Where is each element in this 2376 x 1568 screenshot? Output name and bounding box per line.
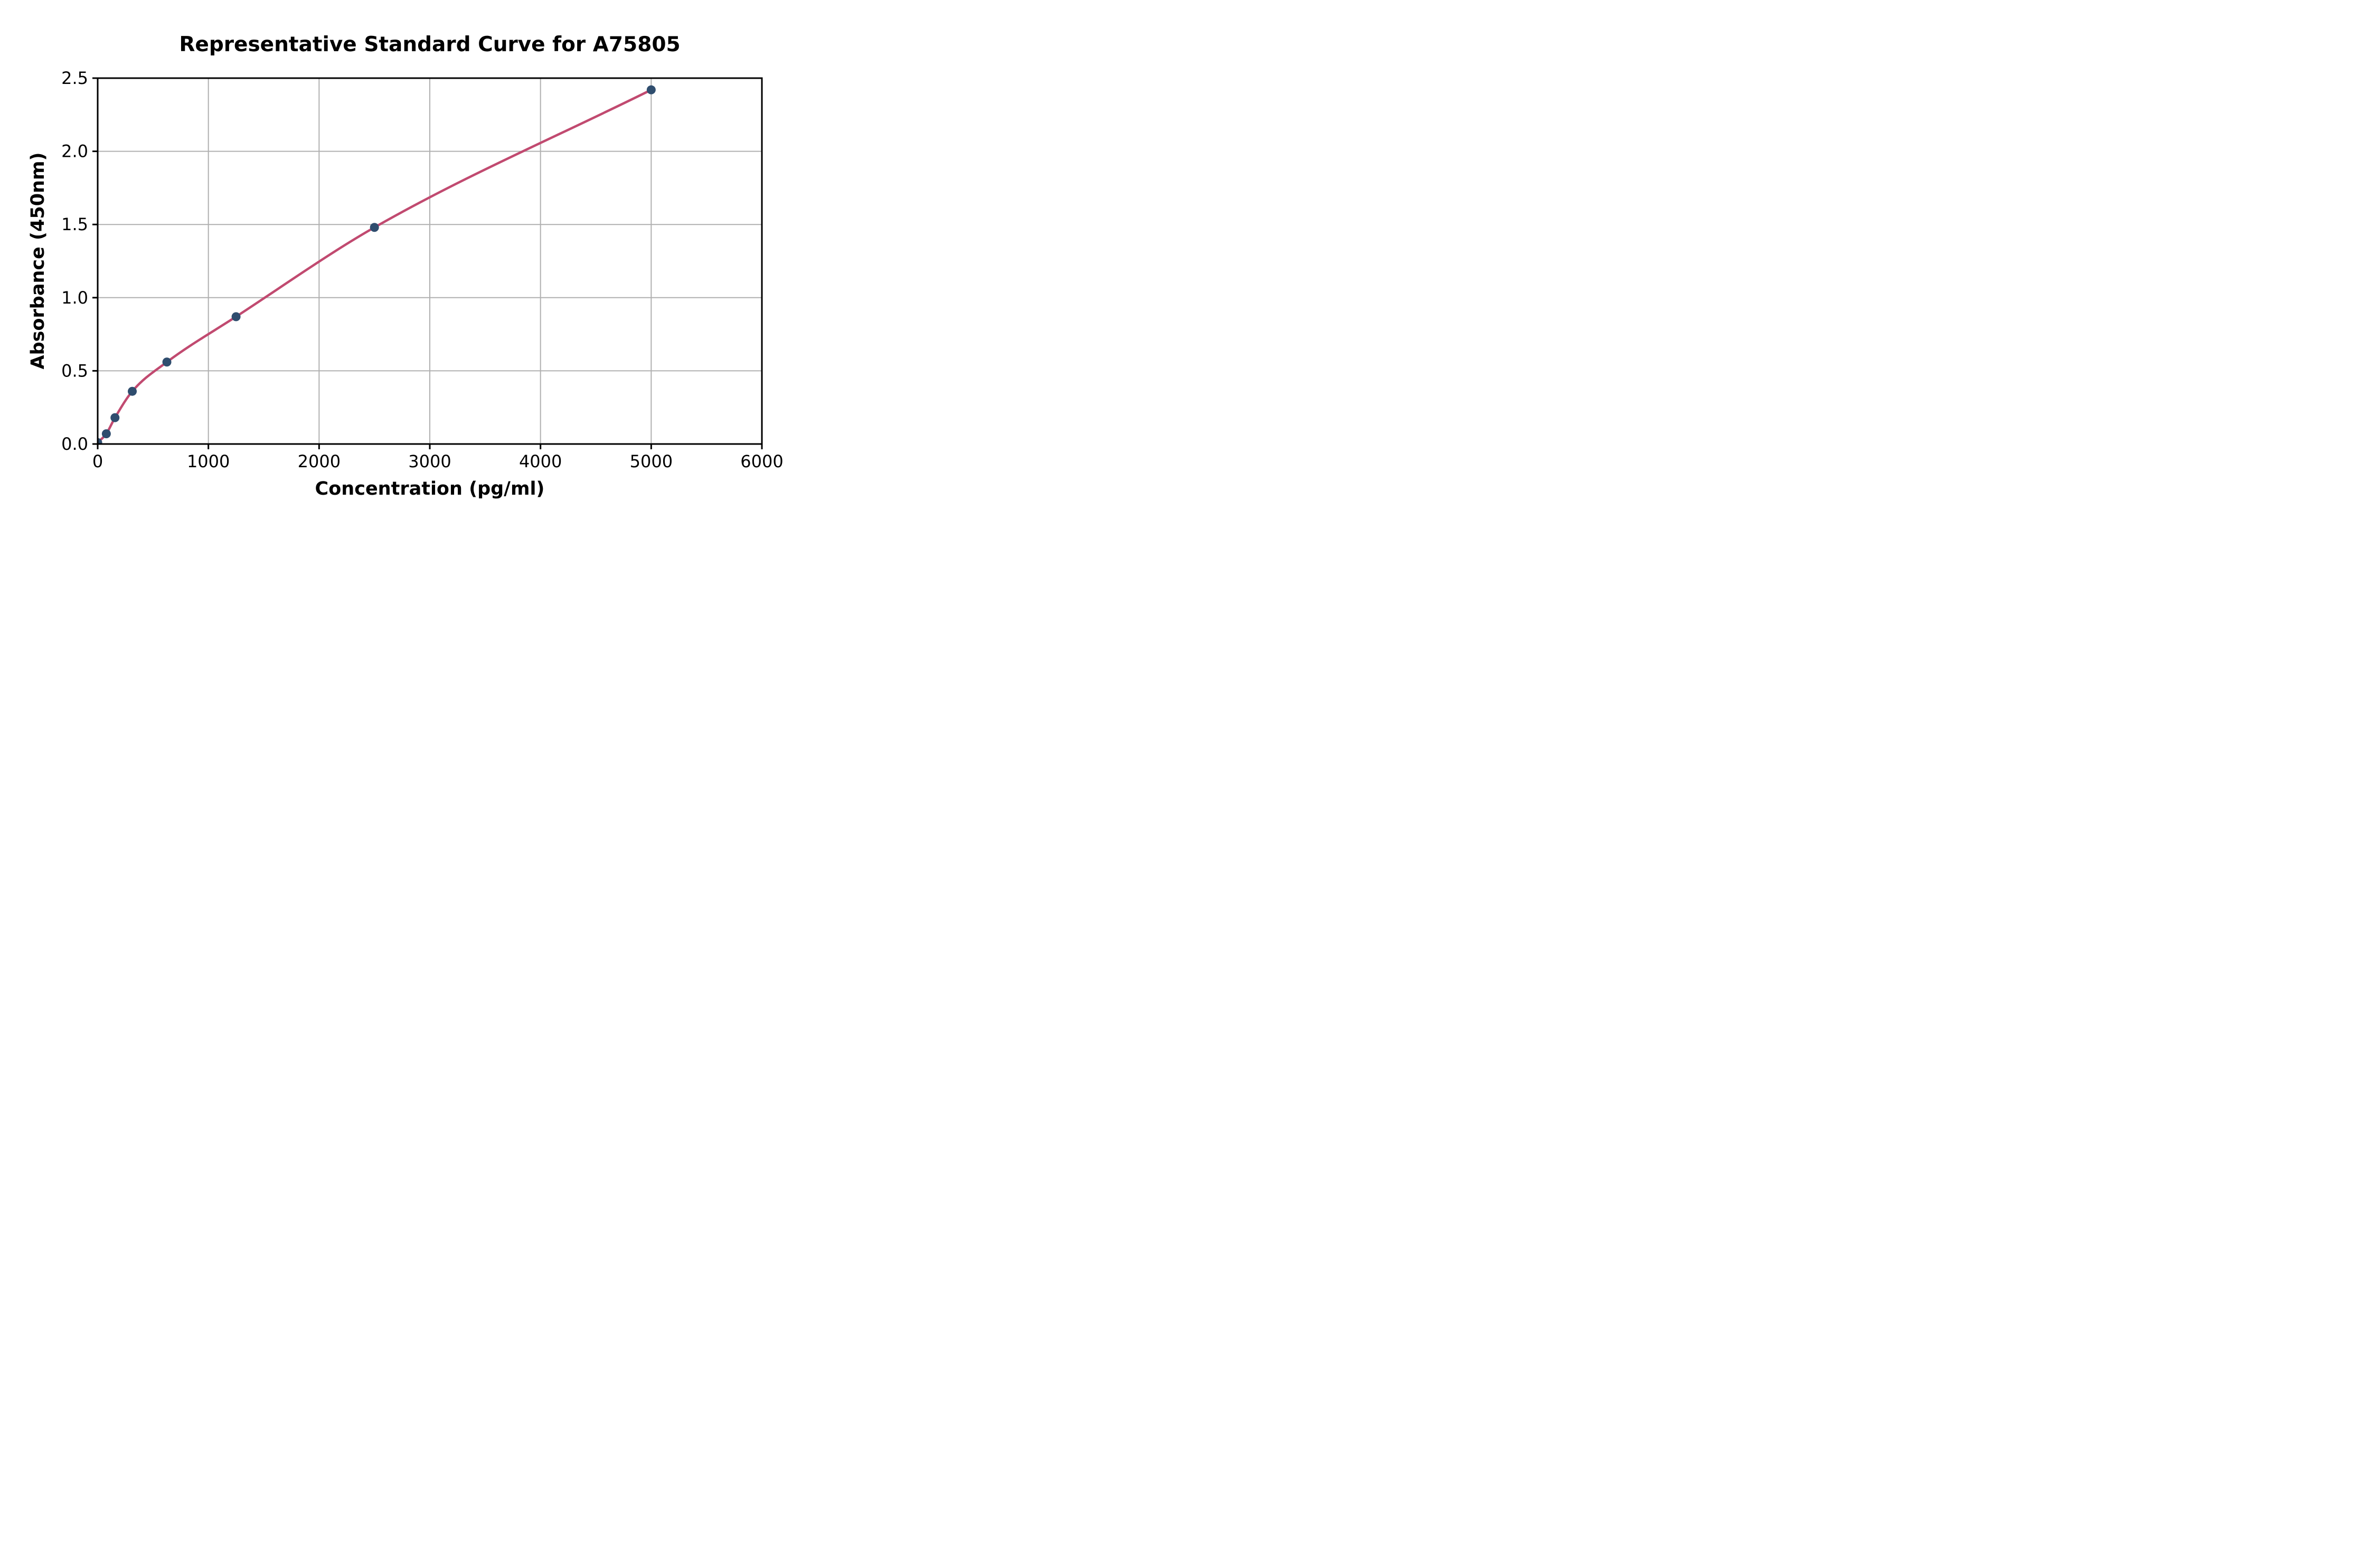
figure: 0 1000 2000 3000 4000 5000 6000 0.0 0.5 1.0 1.5 2.0… bbox=[0, 0, 792, 523]
chart-title: Representative Standard Curve for A75805 bbox=[179, 33, 681, 56]
y-tick-label: 0.0 bbox=[61, 434, 88, 454]
plot-area: 0 1000 2000 3000 4000 5000 6000 0.0 0.5 1.0 1.5 2.0… bbox=[61, 68, 784, 471]
data-point bbox=[128, 386, 137, 396]
x-tick-label: 5000 bbox=[630, 451, 673, 471]
y-tick-label: 2.0 bbox=[61, 141, 88, 162]
x-tick-label: 0 bbox=[92, 451, 103, 471]
x-tick-label: 6000 bbox=[740, 451, 783, 471]
data-point bbox=[162, 357, 172, 367]
y-axis-label: Absorbance (450nm) bbox=[27, 152, 49, 370]
x-tick-label: 3000 bbox=[408, 451, 451, 471]
x-tick-label: 4000 bbox=[519, 451, 562, 471]
x-tick-label: 1000 bbox=[187, 451, 230, 471]
data-point bbox=[231, 312, 241, 322]
x-axis-label: Concentration (pg/ml) bbox=[315, 478, 545, 499]
y-tick-label: 1.5 bbox=[61, 214, 88, 234]
x-tick-label: 2000 bbox=[298, 451, 341, 471]
data-point bbox=[110, 413, 120, 422]
data-point bbox=[101, 429, 111, 439]
y-tick-label: 1.0 bbox=[61, 288, 88, 308]
data-point bbox=[646, 85, 656, 95]
fitted-curve bbox=[98, 88, 653, 444]
data-point bbox=[98, 438, 102, 444]
y-tick-label: 2.5 bbox=[61, 68, 88, 88]
y-tick-label: 0.5 bbox=[61, 361, 88, 381]
data-point bbox=[370, 223, 379, 232]
